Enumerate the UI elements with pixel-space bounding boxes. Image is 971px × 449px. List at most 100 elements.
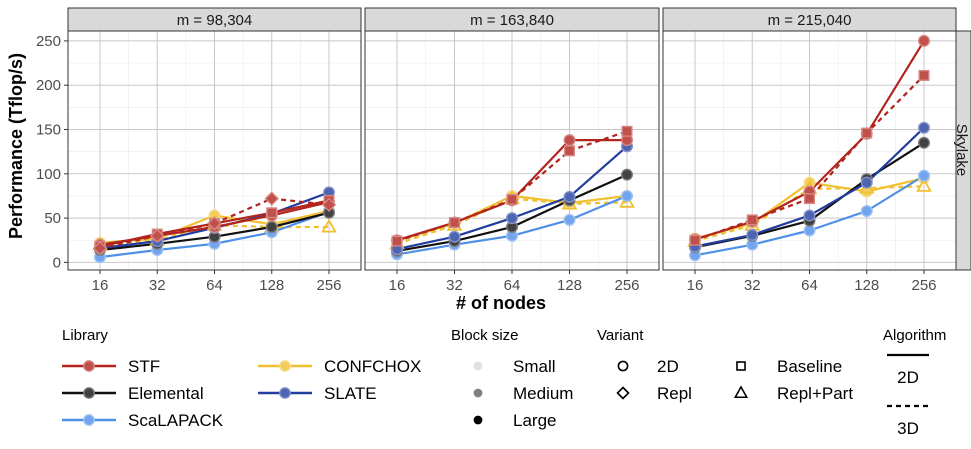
legend-label: 2D [657, 357, 679, 376]
data-point [265, 220, 278, 233]
legend-label: Large [513, 411, 556, 430]
legend-label: ScaLAPACK [128, 411, 224, 430]
legend-item-variant: Repl [616, 384, 692, 403]
data-point [321, 197, 337, 213]
legend-item-library: STF [62, 357, 160, 376]
x-tick-label: 128 [557, 277, 582, 294]
panel: m = 98,304 16 32 64 128 256 0 50 100 150 200 250 [36, 7, 362, 294]
data-point [621, 189, 634, 202]
x-tick-label: 256 [316, 277, 341, 294]
x-tick-label: 32 [149, 277, 166, 294]
legend-item-block-size: Small [473, 357, 556, 376]
series-line-confchox [99, 224, 329, 246]
row-strip [955, 30, 971, 271]
legend-item-library: SLATE [258, 384, 377, 403]
y-tick-label: 0 [53, 254, 61, 271]
data-point [746, 214, 758, 226]
data-point [266, 207, 278, 219]
x-tick-label: 64 [206, 277, 223, 294]
legend-title-library: Library [62, 327, 108, 344]
x-tick-label: 256 [614, 277, 639, 294]
data-point [207, 216, 222, 231]
legend-item-variant: Baseline [736, 357, 842, 376]
y-axis-title: Performance (Tflop/s) [6, 53, 26, 239]
data-point [563, 190, 576, 203]
y-tick-label: 250 [36, 33, 61, 50]
x-tick-label: 128 [854, 277, 879, 294]
legend-label: STF [128, 357, 160, 376]
data-point [619, 193, 635, 208]
x-tick-label: 128 [259, 277, 284, 294]
legend-label: CONFCHOX [324, 357, 421, 376]
legend-label: Elemental [128, 384, 204, 403]
data-point [264, 191, 279, 206]
legend-label: Medium [513, 384, 573, 403]
data-point [918, 169, 931, 182]
data-point [803, 224, 816, 237]
legend-item-variant: 2D [617, 357, 679, 376]
legend-key-point [83, 360, 95, 372]
y-tick-label: 50 [44, 210, 61, 227]
panel-title: m = 163,840 [470, 12, 554, 29]
data-point [918, 121, 931, 134]
panel-title: m = 215,040 [768, 12, 852, 29]
legend-key-shape [616, 386, 630, 400]
x-tick-label: 16 [687, 277, 704, 294]
panel: m = 215,040 16 32 64 128 256 [662, 7, 957, 294]
series-group [687, 34, 932, 262]
legend-label: SLATE [324, 384, 377, 403]
series-group [389, 125, 635, 261]
x-tick-label: 256 [911, 277, 936, 294]
legend-item-block-size: Large [473, 411, 556, 430]
data-point [860, 176, 873, 189]
data-point [563, 213, 576, 226]
legend-item-library: CONFCHOX [258, 357, 421, 376]
data-point [804, 193, 816, 205]
legend-key-point [279, 387, 291, 399]
data-point [391, 235, 403, 247]
data-point [506, 193, 518, 205]
legend-title-algorithm: Algorithm [883, 327, 946, 344]
data-point [563, 134, 576, 147]
x-tick-label: 32 [446, 277, 463, 294]
data-point [860, 205, 873, 218]
data-point [449, 217, 461, 229]
legend-label: Repl+Part [777, 384, 853, 403]
x-tick-label: 64 [504, 277, 521, 294]
series-group [92, 186, 337, 264]
legend-item-variant: Repl+Part [733, 384, 853, 403]
data-point [448, 230, 461, 243]
series-line-confchox [396, 197, 628, 245]
x-tick-label: 16 [389, 277, 406, 294]
y-tick-label: 150 [36, 122, 61, 139]
data-point [746, 228, 759, 241]
legend-title-block-size: Block size [451, 327, 519, 344]
data-point [621, 168, 634, 181]
x-tick-label: 16 [92, 277, 109, 294]
legend-key-shape [736, 361, 746, 371]
data-point [506, 212, 519, 225]
legend-item-library: ScaLAPACK [62, 411, 224, 430]
data-point [321, 218, 337, 233]
legend-key-point [279, 360, 291, 372]
data-point [916, 177, 932, 192]
legend-key-shape [733, 385, 749, 399]
legend-label: 3D [897, 419, 919, 438]
legend-label: Repl [657, 384, 692, 403]
legend-item-algorithm: 2D [887, 353, 929, 387]
x-tick-label: 32 [744, 277, 761, 294]
data-point [564, 145, 576, 157]
legend-item-algorithm: 3D [887, 404, 929, 438]
data-point [918, 69, 930, 81]
data-point [621, 125, 633, 137]
data-point [689, 234, 701, 246]
panel: m = 163,840 16 32 64 128 256 [364, 7, 660, 294]
legend-item-library: Elemental [62, 384, 204, 403]
legend-key-shape [617, 360, 629, 372]
legend-key-point [473, 388, 483, 398]
data-point [150, 228, 165, 244]
data-point [92, 240, 108, 256]
legend-key-point [83, 414, 95, 426]
